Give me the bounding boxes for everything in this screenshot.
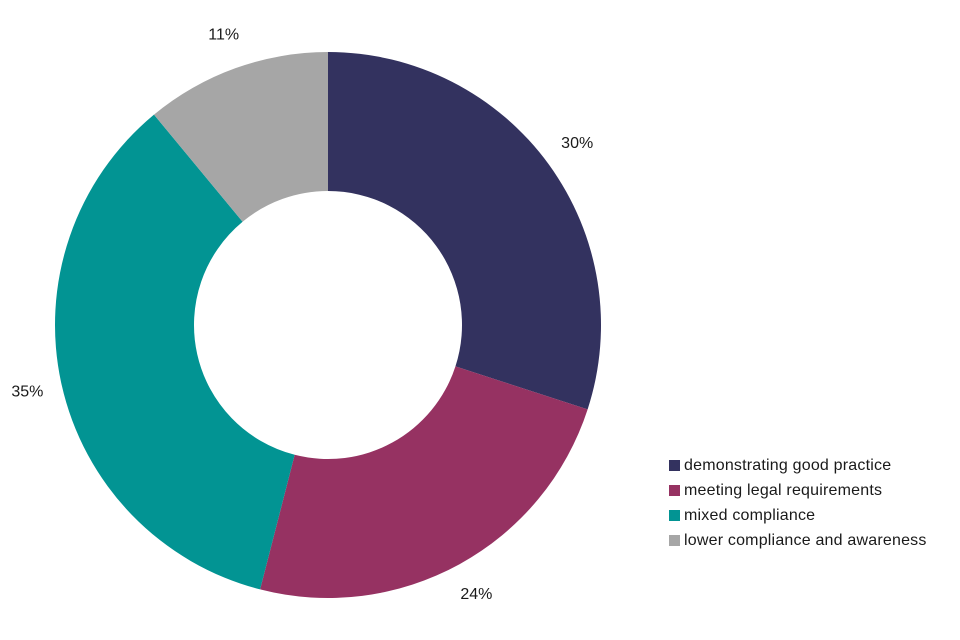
legend-label: meeting legal requirements xyxy=(684,481,883,499)
data-label-lower-compliance-and-awareness: 11% xyxy=(208,26,239,43)
slice-demonstrating-good-practice xyxy=(328,52,601,410)
legend-item-meeting-legal-requirements: meeting legal requirements xyxy=(669,478,960,503)
legend-label: lower compliance and awareness xyxy=(684,531,927,549)
legend-label: mixed compliance xyxy=(684,506,816,524)
legend-swatch xyxy=(669,485,680,496)
data-labels: 30% 24% 35% 11% xyxy=(11,26,593,603)
data-label-mixed-compliance: 35% xyxy=(11,383,43,400)
data-label-demonstrating-good-practice: 30% xyxy=(561,135,593,152)
legend-item-lower-compliance-and-awareness: lower compliance and awareness xyxy=(669,528,960,553)
legend-label: demonstrating good practice xyxy=(684,456,892,474)
slice-lower-compliance-and-awareness xyxy=(153,52,328,222)
legend-swatch xyxy=(669,510,680,521)
data-label-meeting-legal-requirements: 24% xyxy=(460,586,492,603)
legend-item-demonstrating-good-practice: demonstrating good practice xyxy=(669,453,960,478)
legend-item-mixed-compliance: mixed compliance xyxy=(669,503,960,528)
slice-meeting-legal-requirements xyxy=(260,366,588,598)
legend: demonstrating good practice meeting legal… xyxy=(669,453,960,553)
slice-mixed-compliance xyxy=(54,114,295,590)
donut-slices xyxy=(54,52,601,598)
legend-swatch xyxy=(669,460,680,471)
legend-swatch xyxy=(669,535,680,546)
